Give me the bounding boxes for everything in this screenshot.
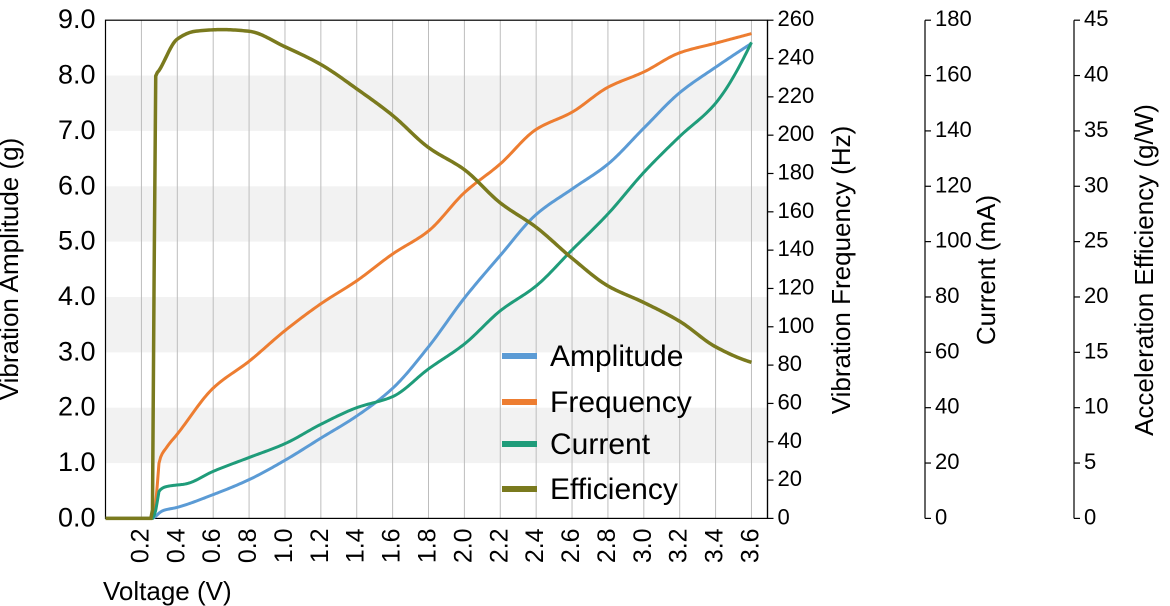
- svg-text:3.6: 3.6: [736, 528, 764, 563]
- svg-text:1.2: 1.2: [306, 528, 334, 563]
- svg-text:0.8: 0.8: [234, 528, 262, 563]
- svg-text:80: 80: [778, 351, 802, 376]
- svg-text:2.6: 2.6: [557, 528, 585, 563]
- svg-text:0.0: 0.0: [58, 502, 96, 532]
- svg-text:2.0: 2.0: [449, 528, 477, 563]
- svg-text:1.0: 1.0: [270, 528, 298, 563]
- svg-text:40: 40: [935, 394, 959, 419]
- svg-text:Current: Current: [550, 428, 651, 461]
- svg-text:Amplitude: Amplitude: [550, 340, 683, 373]
- svg-text:20: 20: [935, 449, 959, 474]
- svg-text:40: 40: [1084, 62, 1108, 87]
- svg-text:4.0: 4.0: [58, 281, 96, 311]
- svg-text:0.6: 0.6: [198, 528, 226, 563]
- svg-text:3.0: 3.0: [629, 528, 657, 563]
- svg-text:140: 140: [778, 236, 815, 261]
- svg-text:0: 0: [778, 504, 790, 529]
- svg-text:40: 40: [778, 428, 802, 453]
- svg-text:2.2: 2.2: [485, 528, 513, 563]
- svg-text:0.2: 0.2: [126, 528, 154, 563]
- svg-text:1.4: 1.4: [342, 528, 370, 563]
- svg-text:7.0: 7.0: [58, 115, 96, 145]
- svg-text:1.8: 1.8: [414, 528, 442, 563]
- svg-text:180: 180: [935, 6, 972, 31]
- svg-text:80: 80: [935, 283, 959, 308]
- svg-text:3.4: 3.4: [701, 528, 729, 563]
- svg-text:6.0: 6.0: [58, 170, 96, 200]
- svg-text:3.2: 3.2: [665, 528, 693, 563]
- svg-text:0: 0: [935, 504, 947, 529]
- svg-text:140: 140: [935, 117, 972, 142]
- svg-text:260: 260: [778, 6, 815, 31]
- svg-text:15: 15: [1084, 338, 1108, 363]
- svg-text:1.0: 1.0: [58, 447, 96, 477]
- svg-text:5: 5: [1084, 449, 1096, 474]
- svg-text:120: 120: [935, 172, 972, 197]
- svg-text:Voltage (V): Voltage (V): [103, 576, 232, 606]
- svg-text:100: 100: [778, 313, 815, 338]
- svg-text:Frequency: Frequency: [550, 386, 692, 419]
- svg-text:60: 60: [778, 389, 802, 414]
- svg-text:60: 60: [935, 338, 959, 363]
- svg-text:10: 10: [1084, 394, 1108, 419]
- svg-text:Vibration Frequency (Hz): Vibration Frequency (Hz): [826, 126, 856, 415]
- svg-text:35: 35: [1084, 117, 1108, 142]
- svg-text:2.8: 2.8: [593, 528, 621, 563]
- svg-text:220: 220: [778, 83, 815, 108]
- svg-text:0: 0: [1084, 504, 1096, 529]
- svg-text:Efficiency: Efficiency: [550, 473, 678, 506]
- svg-text:20: 20: [778, 466, 802, 491]
- svg-text:120: 120: [778, 274, 815, 299]
- svg-text:9.0: 9.0: [58, 4, 96, 34]
- svg-text:0.4: 0.4: [162, 528, 190, 563]
- svg-text:Current (mA): Current (mA): [971, 195, 1001, 345]
- svg-text:Vibration Amplitude (g): Vibration Amplitude (g): [0, 138, 24, 401]
- svg-text:5.0: 5.0: [58, 226, 96, 256]
- svg-text:8.0: 8.0: [58, 60, 96, 90]
- svg-text:240: 240: [778, 45, 815, 70]
- svg-text:25: 25: [1084, 228, 1108, 253]
- svg-text:2.0: 2.0: [58, 392, 96, 422]
- svg-text:200: 200: [778, 121, 815, 146]
- svg-text:Acceleration Efficiency (g/W): Acceleration Efficiency (g/W): [1129, 104, 1159, 436]
- svg-text:45: 45: [1084, 6, 1108, 31]
- svg-text:20: 20: [1084, 283, 1108, 308]
- svg-text:30: 30: [1084, 172, 1108, 197]
- svg-text:160: 160: [935, 62, 972, 87]
- svg-text:180: 180: [778, 159, 815, 184]
- svg-text:2.4: 2.4: [521, 528, 549, 563]
- svg-text:160: 160: [778, 198, 815, 223]
- svg-text:100: 100: [935, 228, 972, 253]
- svg-text:3.0: 3.0: [58, 336, 96, 366]
- svg-text:1.6: 1.6: [378, 528, 406, 563]
